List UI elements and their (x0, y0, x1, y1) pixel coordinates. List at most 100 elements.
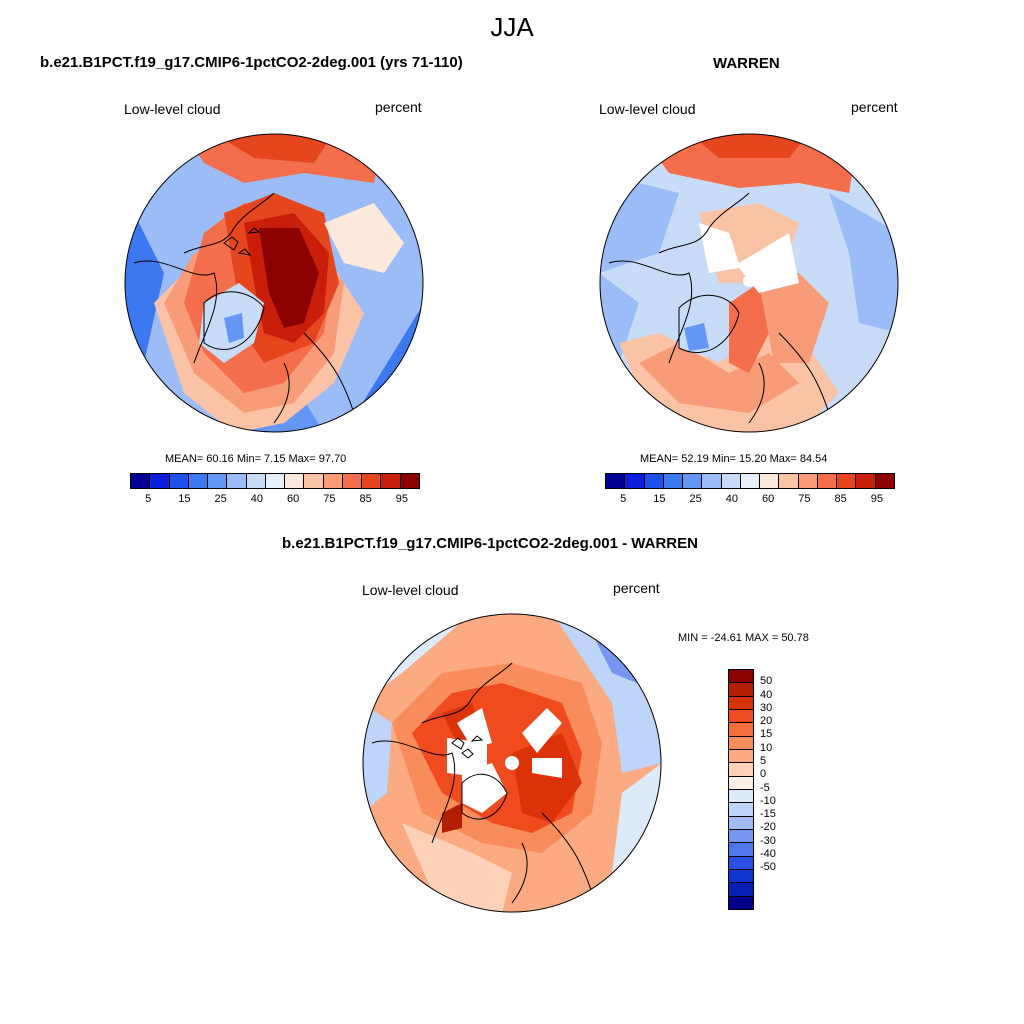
colorbar-tick-label: 85 (834, 493, 847, 505)
variable-label-diff: Low-level cloud (362, 582, 459, 598)
model-colorbar (130, 473, 420, 489)
colorbar-tick-label: 75 (323, 493, 336, 505)
colorbar-swatch (729, 749, 753, 764)
colorbar-tick-label: 60 (287, 493, 300, 505)
colorbar-swatch (381, 474, 401, 488)
diff-panel-title: b.e21.B1PCT.f19_g17.CMIP6-1pctCO2-2deg.0… (282, 535, 698, 552)
colorbar-tick-label: 60 (762, 493, 775, 505)
colorbar-tick-label: 15 (653, 493, 666, 505)
colorbar-tick-label: 20 (760, 715, 773, 728)
units-label-left: percent (375, 99, 422, 115)
colorbar-swatch (644, 474, 664, 488)
colorbar-swatch (817, 474, 838, 488)
colorbar-tick-label: 40 (250, 493, 263, 505)
colorbar-swatch (169, 474, 189, 488)
colorbar-tick-label: 10 (760, 741, 773, 754)
colorbar-swatch (740, 474, 761, 488)
colorbar-swatch (702, 474, 722, 488)
colorbar-tick-label: 85 (359, 493, 372, 505)
colorbar-swatch (150, 474, 170, 488)
colorbar-swatch (342, 474, 363, 488)
colorbar-tick-label: -40 (760, 847, 776, 860)
colorbar-tick-label: -30 (760, 834, 776, 847)
figure-title: JJA (490, 12, 534, 42)
obs-colorbar (605, 473, 895, 489)
colorbar-swatch (729, 869, 753, 884)
colorbar-tick-label: 25 (689, 493, 702, 505)
colorbar-tick-label: 30 (760, 701, 773, 714)
colorbar-swatch (304, 474, 324, 488)
colorbar-swatch (208, 474, 228, 488)
colorbar-swatch (188, 474, 209, 488)
obs-stats: MEAN= 52.19 Min= 15.20 Max= 84.54 (640, 453, 828, 465)
colorbar-swatch (246, 474, 266, 488)
colorbar-swatch (625, 474, 645, 488)
colorbar-swatch (663, 474, 684, 488)
variable-label-right: Low-level cloud (599, 101, 696, 117)
colorbar-swatch (729, 670, 753, 684)
colorbar-tick-label: -20 (760, 821, 776, 834)
colorbar-tick-label: 75 (798, 493, 811, 505)
colorbar-tick-label: 15 (760, 728, 773, 741)
colorbar-tick-label: -15 (760, 808, 776, 821)
colorbar-swatch (606, 474, 626, 488)
colorbar-swatch (729, 829, 753, 844)
obs-polar-map (599, 133, 899, 433)
colorbar-swatch (285, 474, 305, 488)
colorbar-swatch (729, 776, 753, 790)
colorbar-tick-label: 50 (760, 675, 773, 688)
diff-stats: MIN = -24.61 MAX = 50.78 (678, 632, 809, 644)
colorbar-tick-label: -10 (760, 794, 776, 807)
colorbar-swatch (729, 803, 753, 817)
colorbar-swatch (837, 474, 857, 488)
model-panel-title: b.e21.B1PCT.f19_g17.CMIP6-1pctCO2-2deg.0… (40, 54, 463, 71)
colorbar-tick-label: 95 (395, 493, 408, 505)
units-label-right: percent (851, 99, 898, 115)
colorbar-swatch (729, 763, 753, 777)
colorbar-swatch (729, 723, 753, 737)
colorbar-swatch (729, 896, 753, 909)
diff-colorbar-ticks: 50 40 30 20 15 10 5 0 -5 -10 -15 -20 -30 -40 -50 (760, 669, 800, 908)
colorbar-swatch (131, 474, 151, 488)
colorbar-swatch (362, 474, 382, 488)
colorbar-swatch (729, 856, 753, 870)
colorbar-swatch (875, 474, 894, 488)
colorbar-tick-label: 25 (214, 493, 227, 505)
colorbar-swatch (856, 474, 876, 488)
diff-polar-map (362, 613, 662, 913)
colorbar-tick-label: 15 (178, 493, 191, 505)
colorbar-swatch (227, 474, 247, 488)
colorbar-swatch (729, 843, 753, 857)
model-polar-map (124, 133, 424, 433)
colorbar-swatch (798, 474, 818, 488)
colorbar-swatch (760, 474, 780, 488)
colorbar-swatch (721, 474, 741, 488)
colorbar-tick-label: 40 (725, 493, 738, 505)
colorbar-swatch (729, 736, 753, 750)
colorbar-tick-label: -50 (760, 861, 776, 874)
colorbar-swatch (400, 474, 419, 488)
colorbar-swatch (729, 709, 753, 724)
variable-label-left: Low-level cloud (124, 101, 221, 117)
diff-colorbar (728, 669, 754, 910)
colorbar-swatch (323, 474, 343, 488)
colorbar-swatch (729, 696, 753, 710)
colorbar-tick-label: -5 (760, 781, 770, 794)
model-colorbar-ticks: 5 15 25 40 60 75 85 95 (130, 493, 420, 507)
colorbar-swatch (729, 883, 753, 897)
colorbar-tick-label: 5 (620, 493, 627, 505)
colorbar-swatch (265, 474, 286, 488)
colorbar-swatch (729, 816, 753, 830)
obs-colorbar-ticks: 5 15 25 40 60 75 85 95 (605, 493, 895, 507)
colorbar-tick-label: 0 (760, 768, 767, 781)
units-label-diff: percent (613, 580, 660, 596)
colorbar-swatch (729, 683, 753, 697)
colorbar-tick-label: 5 (760, 754, 767, 767)
colorbar-swatch (683, 474, 703, 488)
colorbar-swatch (779, 474, 799, 488)
model-stats: MEAN= 60.16 Min= 7.15 Max= 97.70 (165, 453, 347, 465)
colorbar-tick-label: 40 (760, 688, 773, 701)
colorbar-tick-label: 95 (870, 493, 883, 505)
obs-panel-title: WARREN (713, 55, 780, 72)
colorbar-swatch (729, 789, 753, 804)
